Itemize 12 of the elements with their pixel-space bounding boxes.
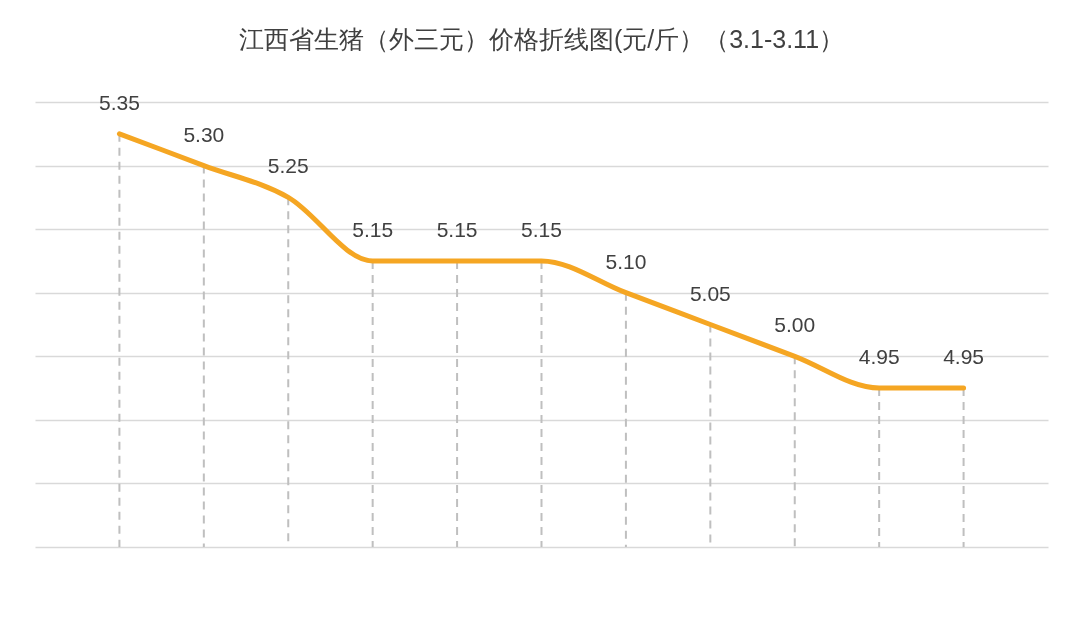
data-label: 4.95: [858, 345, 900, 369]
data-label: 5.30: [183, 122, 225, 146]
data-label: 5.10: [605, 249, 647, 273]
data-label: 5.25: [267, 154, 309, 178]
data-label: 5.00: [774, 313, 816, 337]
data-label: 5.05: [689, 281, 731, 305]
chart-title: 江西省生猪（外三元）价格折线图(元/斤）（3.1-3.11）: [238, 24, 845, 53]
data-label: 5.35: [98, 90, 140, 114]
data-label: 5.15: [352, 217, 394, 241]
data-label: 4.95: [943, 345, 985, 369]
data-label: 5.15: [521, 217, 562, 241]
data-label: 5.15: [436, 217, 478, 241]
